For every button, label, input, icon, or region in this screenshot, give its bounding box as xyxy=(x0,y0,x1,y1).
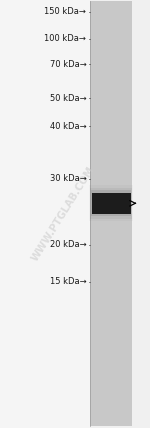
Bar xyxy=(90,1,132,426)
Text: 150 kDa→: 150 kDa→ xyxy=(44,7,86,17)
Text: 15 kDa→: 15 kDa→ xyxy=(50,277,86,286)
Text: 40 kDa→: 40 kDa→ xyxy=(50,122,86,131)
Text: 50 kDa→: 50 kDa→ xyxy=(50,94,86,103)
Bar xyxy=(92,193,130,214)
Bar xyxy=(91,190,131,216)
Bar xyxy=(0,0,90,428)
Bar xyxy=(89,185,133,221)
Text: 100 kDa→: 100 kDa→ xyxy=(44,34,86,43)
Bar xyxy=(90,188,132,219)
Text: WWW.PTGLAB.COM: WWW.PTGLAB.COM xyxy=(30,165,96,263)
Text: 70 kDa→: 70 kDa→ xyxy=(50,59,86,69)
Text: 20 kDa→: 20 kDa→ xyxy=(50,240,86,250)
Text: 30 kDa→: 30 kDa→ xyxy=(50,174,86,184)
